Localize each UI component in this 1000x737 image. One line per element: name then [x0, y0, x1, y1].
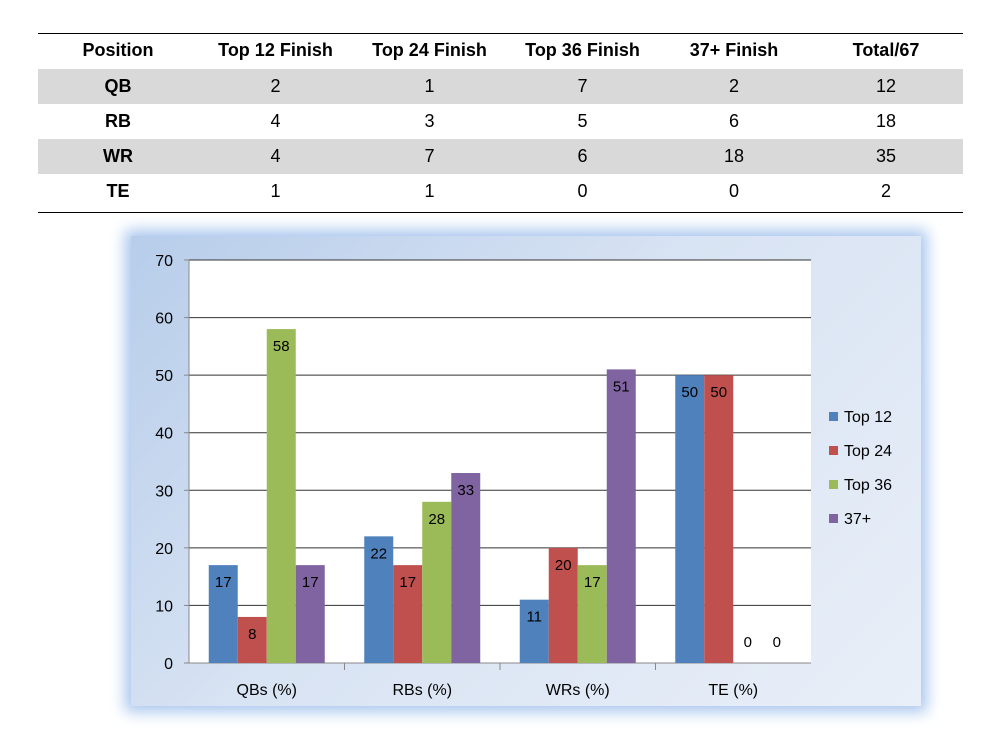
bar-37-0	[295, 565, 325, 663]
x-category-label: RBs (%)	[392, 682, 452, 699]
bar-top36-1	[422, 501, 452, 663]
legend-swatch	[829, 412, 838, 421]
table-cell-position: RB	[105, 111, 131, 131]
table-cell: 7	[577, 76, 588, 96]
table-row: RB 4 3 5 6 18	[38, 104, 963, 139]
y-tick-label: 30	[155, 483, 173, 500]
data-label: 33	[457, 482, 474, 499]
bar-top24-0	[237, 616, 267, 663]
table-bottom-rule	[38, 212, 963, 213]
table-row: TE 1 1 0 0 2	[38, 174, 963, 209]
table-cell: 5	[577, 111, 588, 131]
bar-top36-0	[266, 329, 296, 663]
table-cell: 2	[880, 181, 891, 201]
bar-top24-1	[393, 565, 423, 663]
y-tick-label: 10	[155, 598, 173, 615]
bar-top12-1	[364, 536, 394, 663]
table-cell: 7	[424, 146, 435, 166]
data-label: 17	[302, 574, 319, 591]
y-tick-label: 40	[155, 426, 173, 443]
data-label: 51	[613, 378, 630, 395]
bar-top36-2	[577, 565, 607, 663]
data-label: 50	[710, 384, 727, 401]
table-header-2: Top 24 Finish	[372, 40, 487, 60]
y-tick-label: 70	[155, 253, 173, 270]
bar-37-2	[606, 369, 636, 663]
bar-top24-2	[548, 547, 578, 663]
bar-top12-0	[208, 565, 238, 663]
table-row: QB 2 1 7 2 12	[38, 69, 963, 104]
y-tick-label: 60	[155, 311, 173, 328]
x-category-label: WRs (%)	[546, 682, 610, 699]
data-label: 20	[555, 557, 572, 574]
bar-chart: 0 10 20 30 40 50 60 70 17 8 58 17 QBs (%) 22 17 28 33 RBs…	[155, 253, 892, 699]
bar-top12-2	[519, 599, 549, 663]
table-cell: 0	[728, 181, 739, 201]
table-cell-position: TE	[106, 181, 130, 201]
table-header-1: Top 12 Finish	[218, 40, 333, 60]
table-cell: 6	[728, 111, 739, 131]
data-label: 17	[399, 574, 416, 591]
data-label: 0	[773, 634, 781, 651]
table-header-0: Position	[82, 40, 154, 60]
legend-label: Top 12	[844, 409, 892, 426]
legend-label: Top 24	[844, 443, 892, 460]
bar-top12-3	[675, 375, 705, 663]
chart-frame: 0 10 20 30 40 50 60 70 17 8 58 17 QBs (%) 22 17 28 33 RBs…	[131, 236, 921, 706]
table-cell-position: WR	[103, 146, 133, 166]
data-label: 17	[215, 574, 232, 591]
table-header-row: Position Top 12 Finish Top 24 Finish Top 36…	[38, 33, 963, 68]
data-label: 11	[526, 609, 542, 626]
y-tick-label: 0	[164, 656, 173, 673]
data-label: 22	[370, 545, 387, 562]
legend-swatch	[829, 514, 838, 523]
data-label: 28	[428, 511, 445, 528]
table-cell: 2	[270, 76, 281, 96]
table-cell: 0	[577, 181, 588, 201]
data-label: 17	[584, 574, 601, 591]
legend-swatch	[829, 446, 838, 455]
data-label: 8	[248, 626, 256, 643]
table-cell: 4	[270, 146, 281, 166]
y-tick-label: 20	[155, 541, 173, 558]
data-label: 0	[744, 634, 752, 651]
table-cell: 1	[424, 181, 435, 201]
bar-top24-3	[704, 375, 734, 663]
table-top-rule	[38, 33, 963, 34]
y-tick-label: 50	[155, 368, 173, 385]
table-cell-position: QB	[104, 76, 132, 96]
table-header-5: Total/67	[852, 40, 920, 60]
legend-label: 37+	[844, 511, 871, 528]
bar-37-1	[451, 473, 481, 663]
table-cell: 12	[875, 76, 897, 96]
table-cell: 2	[728, 76, 739, 96]
table-cell: 1	[270, 181, 281, 201]
table-header-3: Top 36 Finish	[525, 40, 640, 60]
data-label: 50	[681, 384, 698, 401]
x-category-label: QBs (%)	[237, 682, 297, 699]
table-cell: 18	[875, 111, 897, 131]
table-cell: 1	[424, 76, 435, 96]
x-category-label: TE (%)	[708, 682, 758, 699]
table-cell: 6	[577, 146, 588, 166]
table-cell: 4	[270, 111, 281, 131]
table-cell: 35	[875, 146, 897, 166]
legend-label: Top 36	[844, 477, 892, 494]
table-header-4: 37+ Finish	[689, 40, 779, 60]
table-cell: 3	[424, 111, 435, 131]
legend-swatch	[829, 480, 838, 489]
data-label: 58	[273, 338, 290, 355]
table-cell: 18	[723, 146, 745, 166]
table-row: WR 4 7 6 18 35	[38, 139, 963, 174]
